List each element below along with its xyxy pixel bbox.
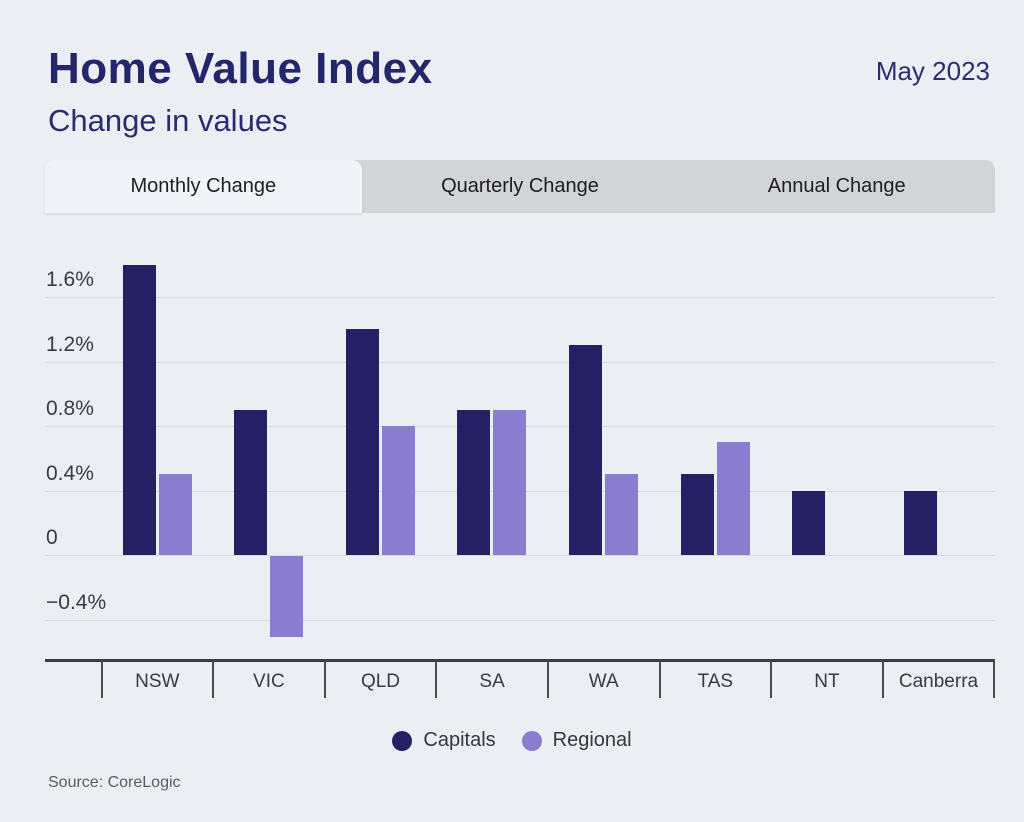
x-axis-tick: [658, 659, 661, 698]
x-axis-category-label: TAS: [697, 671, 734, 692]
x-axis-tick: [323, 659, 326, 698]
bar-capitals-nsw: [122, 264, 156, 555]
chart-legend: Capitals Regional: [0, 729, 1024, 752]
gridline: [45, 619, 995, 621]
bar-capitals-canberra: [903, 490, 937, 555]
x-axis-category-label: NSW: [135, 671, 180, 692]
page-title: Home Value Index: [48, 44, 433, 93]
y-axis-tick-label: 0.8%: [46, 397, 94, 420]
x-axis-category-label: VIC: [253, 671, 285, 692]
capitals-dot-icon: [392, 730, 413, 751]
x-axis-category-label: NT: [814, 671, 840, 692]
y-axis-tick-label: 1.6%: [46, 268, 94, 291]
bar-capitals-qld: [345, 329, 379, 555]
bar-capitals-nt: [792, 490, 826, 555]
gridline: [45, 297, 995, 298]
bar-capitals-vic: [234, 409, 268, 555]
x-axis-tick: [100, 659, 103, 698]
x-axis-tick: [993, 659, 996, 698]
x-axis-tick: [770, 659, 773, 698]
x-axis-tick: [212, 659, 215, 698]
legend-item-capitals: Capitals: [392, 729, 496, 752]
x-axis-tick: [546, 659, 549, 698]
x-axis-tick: [881, 659, 884, 698]
change-period-tabs: Monthly Change Quarterly Change Annual C…: [45, 160, 995, 213]
y-axis-tick-label: 0.4%: [46, 461, 94, 485]
x-axis-category-label: Canberra: [898, 671, 979, 692]
x-axis-line: [45, 659, 995, 662]
x-axis-category-label: SA: [479, 671, 505, 692]
y-axis-tick-label: 1.2%: [46, 332, 94, 356]
gridline: [45, 361, 995, 363]
legend-label-capitals: Capitals: [423, 729, 496, 751]
bar-capitals-wa: [568, 345, 602, 555]
x-axis-tick: [435, 659, 438, 698]
tab-annual-change[interactable]: Annual Change: [767, 175, 906, 197]
legend-label-regional: Regional: [552, 729, 632, 751]
page-subtitle: Change in values: [48, 103, 288, 138]
source-attribution: Source: CoreLogic: [48, 774, 181, 791]
y-axis-tick-label: −0.4%: [46, 590, 107, 614]
bar-regional-wa: [604, 474, 638, 555]
report-date: May 2023: [875, 56, 990, 86]
gridline: [45, 555, 995, 556]
bar-capitals-tas: [680, 474, 714, 555]
bar-regional-tas: [716, 442, 750, 555]
bar-regional-nsw: [158, 474, 192, 555]
regional-dot-icon: [521, 730, 542, 751]
tab-quarterly-change[interactable]: Quarterly Change: [441, 175, 599, 197]
bar-regional-vic: [270, 556, 304, 637]
x-axis-category-label: WA: [588, 671, 619, 692]
bar-capitals-sa: [457, 409, 491, 555]
legend-item-regional: Regional: [521, 729, 632, 752]
tab-monthly-change[interactable]: Monthly Change: [45, 160, 362, 213]
y-axis-tick-label: 0: [46, 526, 58, 549]
bar-regional-qld: [381, 426, 415, 555]
bar-regional-sa: [493, 409, 527, 555]
x-axis-category-label: QLD: [360, 671, 401, 692]
